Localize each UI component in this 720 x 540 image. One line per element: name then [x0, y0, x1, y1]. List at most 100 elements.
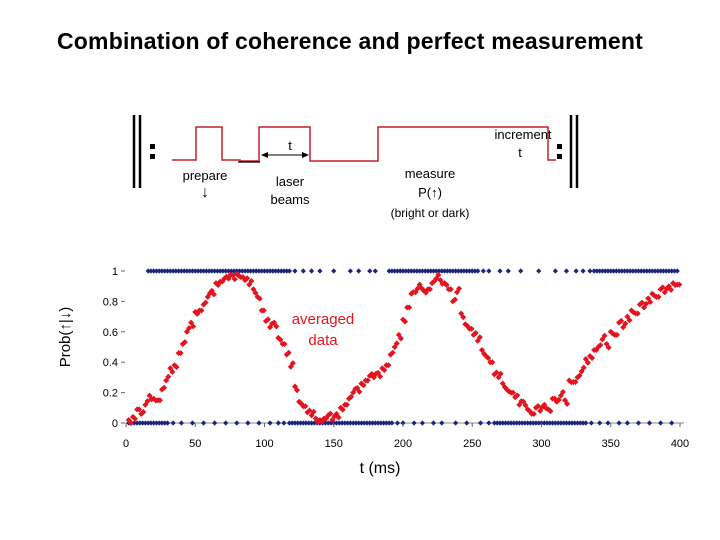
single-shot-point — [461, 268, 467, 274]
pulse-waveform — [172, 126, 556, 162]
single-shot-point — [367, 268, 373, 274]
averaged-point — [339, 406, 346, 413]
averaged-point — [414, 285, 421, 292]
single-shot-point — [295, 420, 301, 426]
single-shot-point — [267, 420, 273, 426]
averaged-point — [264, 316, 271, 323]
single-shot-point — [430, 420, 437, 426]
single-shot-point — [450, 268, 456, 274]
single-shot-point — [500, 420, 506, 426]
averaged-point — [584, 359, 591, 366]
prepare-label: prepare — [182, 168, 228, 183]
single-shot-point — [533, 420, 539, 426]
single-shot-point — [610, 268, 617, 274]
single-shot-point — [573, 268, 579, 274]
single-shot-point — [145, 420, 151, 426]
single-shot-point — [414, 268, 420, 274]
single-shot-point — [153, 268, 160, 274]
single-shot-point — [566, 420, 572, 426]
averaged-point — [618, 317, 625, 324]
averaged-point — [647, 299, 654, 306]
single-shot-point — [270, 268, 276, 274]
single-shot-point — [189, 420, 196, 426]
single-shot-point — [156, 420, 162, 426]
single-shot-point — [200, 268, 207, 274]
single-shot-point — [674, 268, 680, 274]
measure-label-line2: P(↑) — [418, 185, 442, 200]
single-shot-point — [170, 420, 176, 426]
averaged-point — [132, 415, 139, 422]
averaged-point — [427, 286, 434, 293]
single-shot-point — [505, 420, 511, 426]
single-shot-point — [259, 268, 265, 274]
averaged-point — [435, 271, 442, 278]
single-shot-point — [666, 268, 672, 274]
single-shot-point — [286, 268, 293, 274]
single-shot-point — [518, 268, 524, 274]
averaged-point — [393, 340, 400, 347]
laser-label-line2: beams — [270, 192, 310, 207]
single-shot-point — [339, 420, 345, 426]
single-shot-point — [264, 268, 270, 274]
single-shot-point — [356, 420, 362, 426]
averaged-point — [472, 330, 479, 337]
single-shot-point — [669, 420, 675, 426]
single-shot-point — [148, 420, 154, 426]
plot-area: 0 0.2 0.4 0.6 0.8 1 0 50 100 150 200 250 300 350 400 — [103, 266, 689, 450]
single-shot-point — [253, 268, 259, 274]
single-shot-point — [358, 420, 365, 426]
single-shot-point — [203, 268, 209, 274]
single-shot-point — [486, 268, 492, 274]
single-shot-point — [638, 268, 644, 274]
single-shot-point — [281, 420, 287, 426]
single-shot-point — [439, 420, 445, 426]
single-shot-point — [353, 420, 359, 426]
single-shot-point — [597, 268, 603, 274]
averaged-point — [335, 414, 342, 421]
averaged-point — [198, 307, 205, 314]
single-shot-point — [342, 420, 348, 426]
single-shot-point — [436, 268, 442, 274]
single-shot-point — [441, 268, 448, 274]
single-shot-point — [635, 268, 642, 274]
averaged-point — [564, 400, 571, 407]
t-arrow-head-left — [261, 152, 268, 158]
single-shot-point — [591, 268, 597, 274]
single-shot-point — [372, 420, 378, 426]
averaged-point — [451, 296, 458, 303]
single-shot-point — [428, 268, 434, 274]
down-arrow-icon: ↓ — [201, 184, 209, 201]
single-shot-point — [588, 420, 594, 426]
single-shot-point — [447, 268, 453, 274]
annotation-line2: data — [308, 332, 338, 349]
single-shot-point — [616, 268, 622, 274]
single-shot-point — [480, 268, 486, 274]
single-shot-point — [594, 268, 600, 274]
single-shot-point — [308, 268, 315, 274]
averaged-point — [156, 397, 163, 404]
averaged-point — [559, 388, 566, 395]
single-shot-point — [245, 420, 251, 426]
averaged-point — [402, 318, 409, 325]
single-shot-point — [527, 420, 534, 426]
single-shot-point — [572, 420, 578, 426]
single-shot-point — [281, 268, 287, 274]
single-shot-point — [525, 420, 531, 426]
single-shot-point — [444, 268, 450, 274]
single-shot-point — [325, 420, 331, 426]
single-shot-point — [173, 268, 179, 274]
single-shot-point — [627, 268, 633, 274]
single-shot-point — [536, 420, 542, 426]
single-shot-point — [378, 420, 384, 426]
single-shot-point — [411, 268, 417, 274]
averaged-point — [177, 350, 184, 357]
averaged-point — [327, 410, 334, 417]
single-shot-point — [439, 268, 445, 274]
annotation-line1: averaged — [291, 311, 355, 328]
single-shot-point — [198, 268, 204, 274]
single-shot-point — [248, 268, 254, 274]
averaged-point — [667, 286, 674, 293]
single-shot-point — [231, 268, 237, 274]
single-shot-point — [558, 420, 564, 426]
